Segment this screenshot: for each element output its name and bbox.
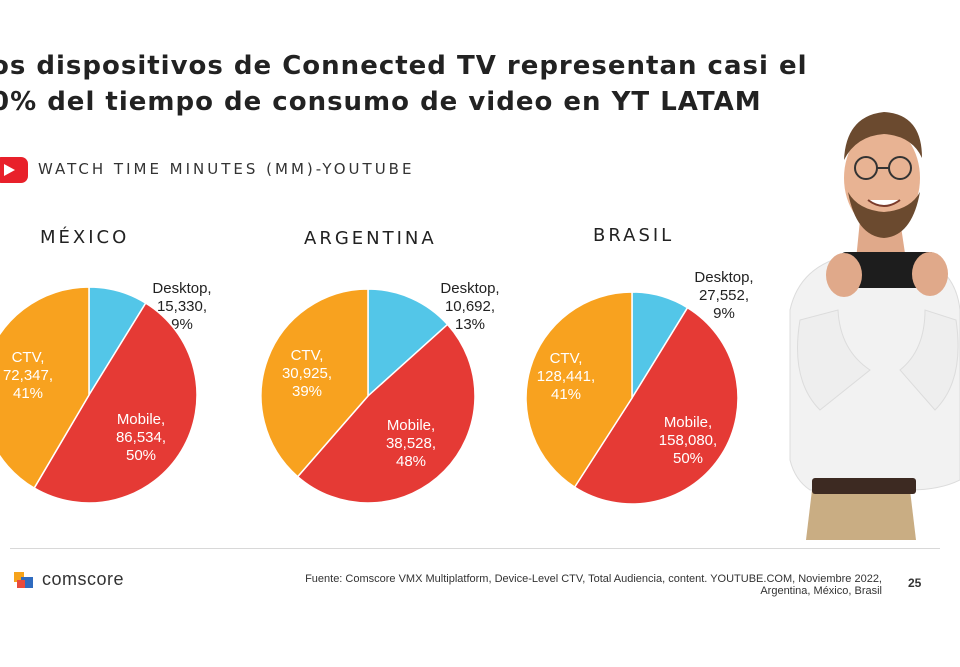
slice-label-desktop: Desktop, 27,552, 9%: [694, 269, 753, 322]
comscore-logo: comscore: [14, 569, 124, 590]
comscore-logo-icon: [14, 570, 36, 590]
chart-title-brasil: BRASIL: [593, 225, 675, 246]
slide-title-line-2: 0% del tiempo de consumo de video en YT …: [0, 87, 762, 117]
slide-title: os dispositivos de Connected TV represen…: [0, 48, 820, 120]
comscore-logo-text: comscore: [42, 569, 125, 589]
pie-slice-ctv: [260, 288, 369, 478]
footer-divider: [10, 548, 940, 549]
slice-label-desktop: Desktop, 10,692, 13%: [440, 280, 499, 333]
man-holding-phone-photo: [789, 112, 960, 540]
source-note-line-1: Fuente: Comscore VMX Multiplatform, Devi…: [305, 573, 882, 585]
slice-label-mobile: Mobile, 38,528, 48%: [386, 417, 436, 470]
pie-slice-ctv: [0, 286, 90, 490]
pie-argentina: Desktop, 10,692, 13% Mobile, 38,528, 48% CTV, 3…: [260, 280, 500, 504]
source-note: Fuente: Comscore VMX Multiplatform, Devi…: [262, 573, 882, 597]
pie-slice-desktop: [367, 288, 449, 398]
slice-label-mobile: Mobile, 86,534, 50%: [116, 411, 166, 464]
slice-label-ctv: CTV, 128,441, 41%: [537, 350, 595, 403]
pie-slice-mobile: [296, 323, 476, 504]
slide-title-line-1: os dispositivos de Connected TV represen…: [0, 51, 808, 81]
chart-title-mexico: MÉXICO: [40, 227, 130, 248]
pie-slice-mobile: [573, 306, 739, 505]
slice-label-desktop: Desktop, 15,330, 9%: [152, 280, 211, 333]
pie-slice-ctv: [525, 291, 633, 489]
pie-brasil: Desktop, 27,552, 9% Mobile, 158,080, 50% CTV, 1…: [525, 269, 754, 505]
youtube-play-icon: [0, 157, 28, 183]
chart-subtitle: WATCH TIME MINUTES (MM)-YOUTUBE: [38, 160, 415, 178]
chart-title-argentina: ARGENTINA: [304, 228, 437, 249]
slice-label-ctv: CTV, 72,347, 41%: [3, 349, 53, 402]
slice-label-ctv: CTV, 30,925, 39%: [282, 347, 332, 400]
source-note-line-2: Argentina, México, Brasil: [760, 585, 882, 597]
page-number: 25: [908, 576, 922, 590]
pie-mexico: Desktop, 15,330, 9% Mobile, 86,534, 50% CTV, 72…: [0, 280, 212, 504]
pie-slice-mobile: [33, 302, 198, 504]
slice-label-mobile: Mobile, 158,080, 50%: [659, 414, 717, 467]
